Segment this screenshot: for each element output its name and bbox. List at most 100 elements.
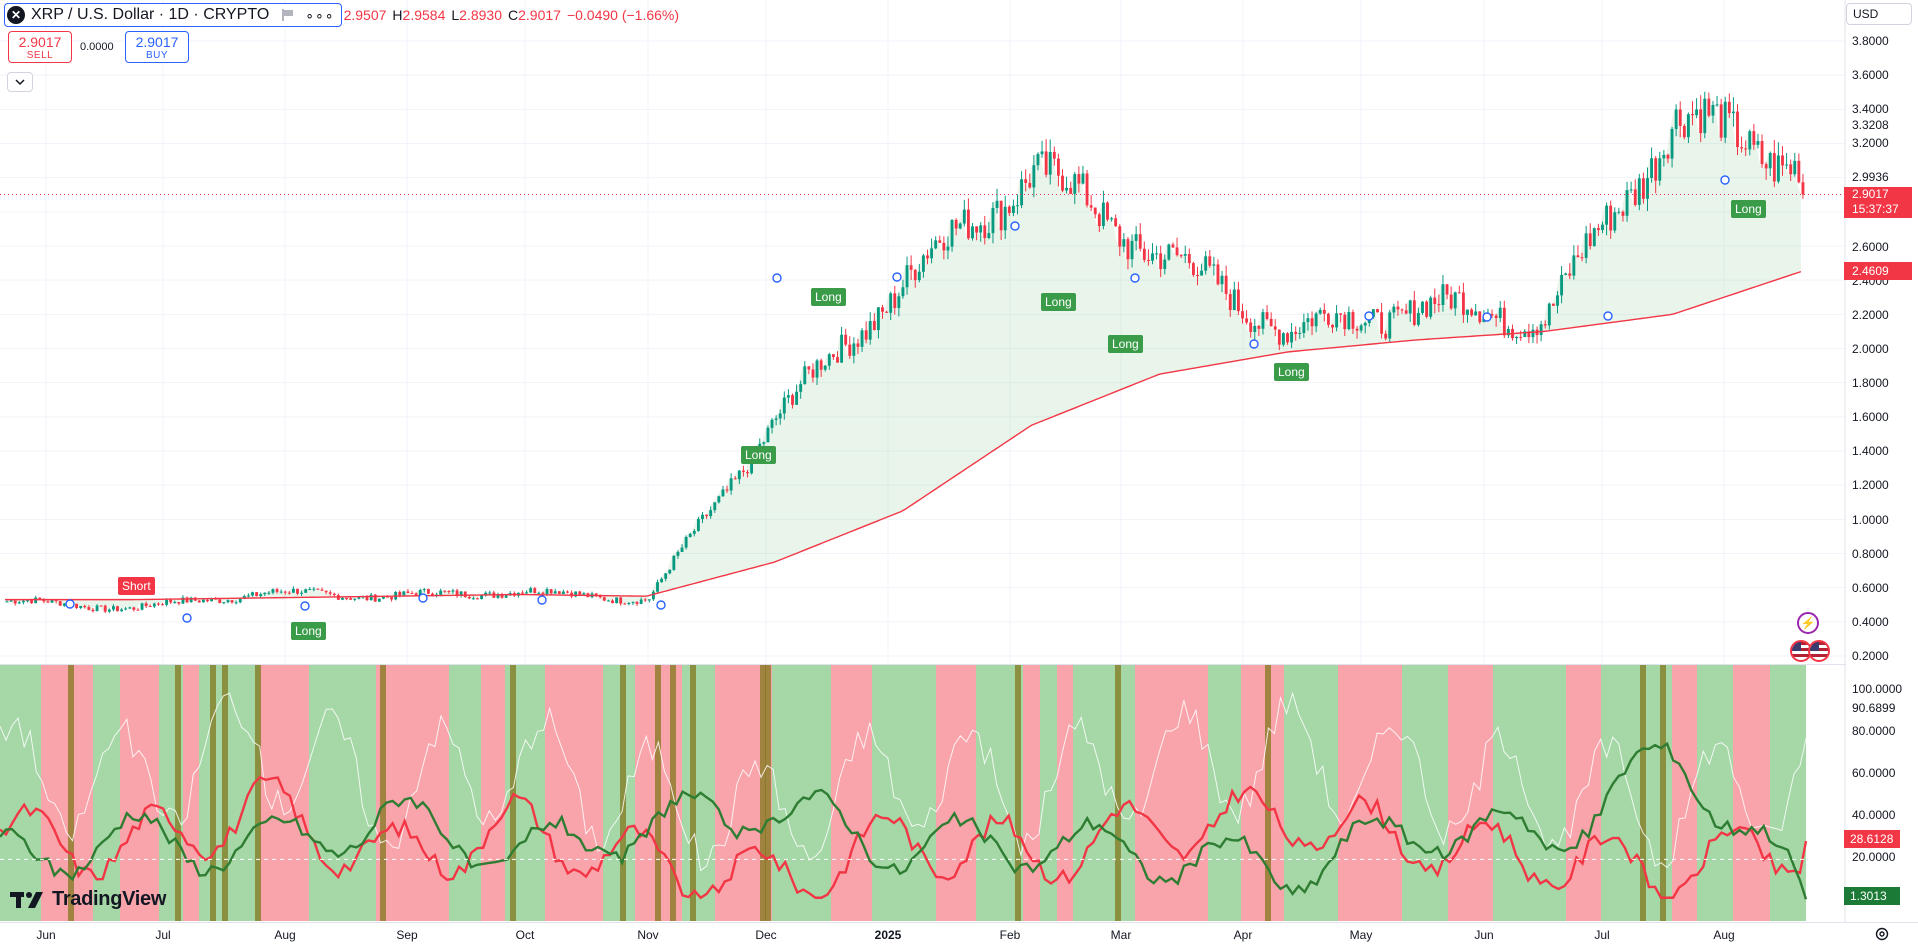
- candle-body: [721, 489, 725, 497]
- gear-icon[interactable]: [1874, 926, 1890, 942]
- candle-body: [189, 597, 193, 603]
- ohlc-values: 2.9507 H2.9584 L2.8930 C2.9017 −0.0490 (…: [344, 7, 679, 23]
- us-flag-icon[interactable]: [1808, 640, 1830, 662]
- candle-body: [17, 602, 21, 604]
- candle-body: [897, 296, 901, 308]
- candle-body: [58, 601, 62, 606]
- candle-body: [627, 602, 631, 604]
- time-tick: Aug: [1713, 928, 1735, 942]
- crossover-bar: [620, 664, 626, 921]
- candle-body: [1130, 240, 1134, 260]
- candle-body: [1703, 98, 1707, 134]
- sell-button[interactable]: 2.9017 SELL: [8, 31, 72, 63]
- collapse-legend-button[interactable]: [7, 72, 33, 92]
- flash-event-icon[interactable]: ⚡: [1797, 612, 1819, 634]
- trend-region: [1493, 664, 1566, 921]
- candle-body: [1212, 264, 1216, 266]
- green-indicator-line: [0, 741, 1808, 900]
- candle-body: [443, 590, 447, 592]
- trend-region: [1566, 664, 1601, 921]
- candle-body: [144, 603, 148, 606]
- candle-body: [422, 589, 426, 591]
- trend-region: [1208, 664, 1241, 921]
- candle-body: [1380, 312, 1384, 334]
- candle-body: [995, 200, 999, 208]
- candle-body: [381, 596, 385, 599]
- candle-body: [688, 533, 692, 537]
- candle-body: [762, 442, 766, 444]
- candle-body: [615, 597, 619, 604]
- candle-body: [1065, 187, 1069, 191]
- trend-region: [0, 664, 41, 921]
- candle-body: [823, 365, 827, 370]
- tradingview-logo-icon: [10, 891, 43, 908]
- candle-body: [1682, 125, 1686, 138]
- price-tick: 0.8000: [1852, 547, 1889, 561]
- candle-body: [1269, 318, 1273, 327]
- candle-body: [1641, 178, 1645, 199]
- candle-body: [1613, 212, 1617, 231]
- time-tick: Mar: [1110, 928, 1132, 942]
- candle-body: [660, 578, 664, 583]
- candle-body: [1175, 247, 1179, 256]
- price-tick: 3.6000: [1852, 68, 1889, 82]
- symbol-title: XRP / U.S. Dollar · 1D · CRYPTO: [31, 6, 270, 23]
- time-tick: Sep: [396, 928, 418, 942]
- buy-button[interactable]: 2.9017 BUY: [125, 31, 189, 63]
- candle-body: [1171, 244, 1175, 248]
- candle-body: [966, 209, 970, 239]
- candle-body: [827, 354, 831, 366]
- candle-body: [1351, 312, 1355, 329]
- candle-body: [725, 489, 729, 491]
- candle-body: [1707, 98, 1711, 116]
- long-signal-label: Long: [1041, 293, 1076, 311]
- candle-body: [1408, 300, 1412, 314]
- candle-body: [1200, 270, 1204, 276]
- tradingview-watermark[interactable]: TradingView: [10, 888, 166, 911]
- candle-body: [1474, 311, 1478, 316]
- long-signal-label: Long: [1274, 363, 1309, 381]
- candle-body: [156, 603, 160, 605]
- price-tick: 3.3208: [1852, 118, 1889, 132]
- candle-body: [885, 311, 889, 313]
- flag-icon[interactable]: [281, 9, 295, 21]
- crossover-bar: [670, 664, 676, 921]
- trend-region: [936, 664, 976, 921]
- candle-body: [803, 366, 807, 385]
- candle-body: [1453, 292, 1457, 309]
- currency-selector[interactable]: USD: [1846, 3, 1912, 25]
- candle-body: [291, 588, 295, 593]
- candle-body: [1331, 324, 1334, 328]
- candle-body: [664, 573, 668, 579]
- signal-marker: [65, 599, 75, 609]
- candle-body: [1584, 233, 1588, 258]
- candle-body: [1785, 164, 1789, 166]
- candle-body: [1568, 273, 1572, 276]
- candle-body: [525, 592, 529, 594]
- candle-body: [852, 343, 856, 356]
- candle-body: [300, 592, 304, 594]
- more-icon[interactable]: ∘∘∘: [305, 6, 335, 23]
- candle-body: [251, 592, 254, 596]
- signal-marker: [537, 595, 547, 605]
- symbol-selector[interactable]: ✕ XRP / U.S. Dollar · 1D · CRYPTO ∘∘∘: [4, 3, 342, 27]
- ohlc-change: −0.0490 (−1.66%): [566, 7, 680, 23]
- candle-body: [566, 591, 569, 593]
- price-chart[interactable]: [0, 0, 1846, 664]
- candle-body: [1429, 297, 1433, 317]
- candle-body: [136, 609, 140, 611]
- candle-body: [1142, 248, 1146, 260]
- candle-body: [1588, 233, 1592, 247]
- candle-body: [733, 478, 737, 480]
- trend-region: [41, 664, 93, 921]
- indicator-chart[interactable]: [0, 664, 1846, 922]
- candle-body: [467, 597, 471, 599]
- candle-body: [1425, 301, 1429, 317]
- time-axis[interactable]: [0, 922, 1918, 948]
- time-tick: Jun: [36, 928, 56, 942]
- candle-body: [942, 242, 946, 251]
- economic-events[interactable]: [1790, 640, 1830, 662]
- candle-body: [1416, 312, 1420, 325]
- candle-body: [1433, 297, 1437, 305]
- candle-body: [1277, 329, 1281, 345]
